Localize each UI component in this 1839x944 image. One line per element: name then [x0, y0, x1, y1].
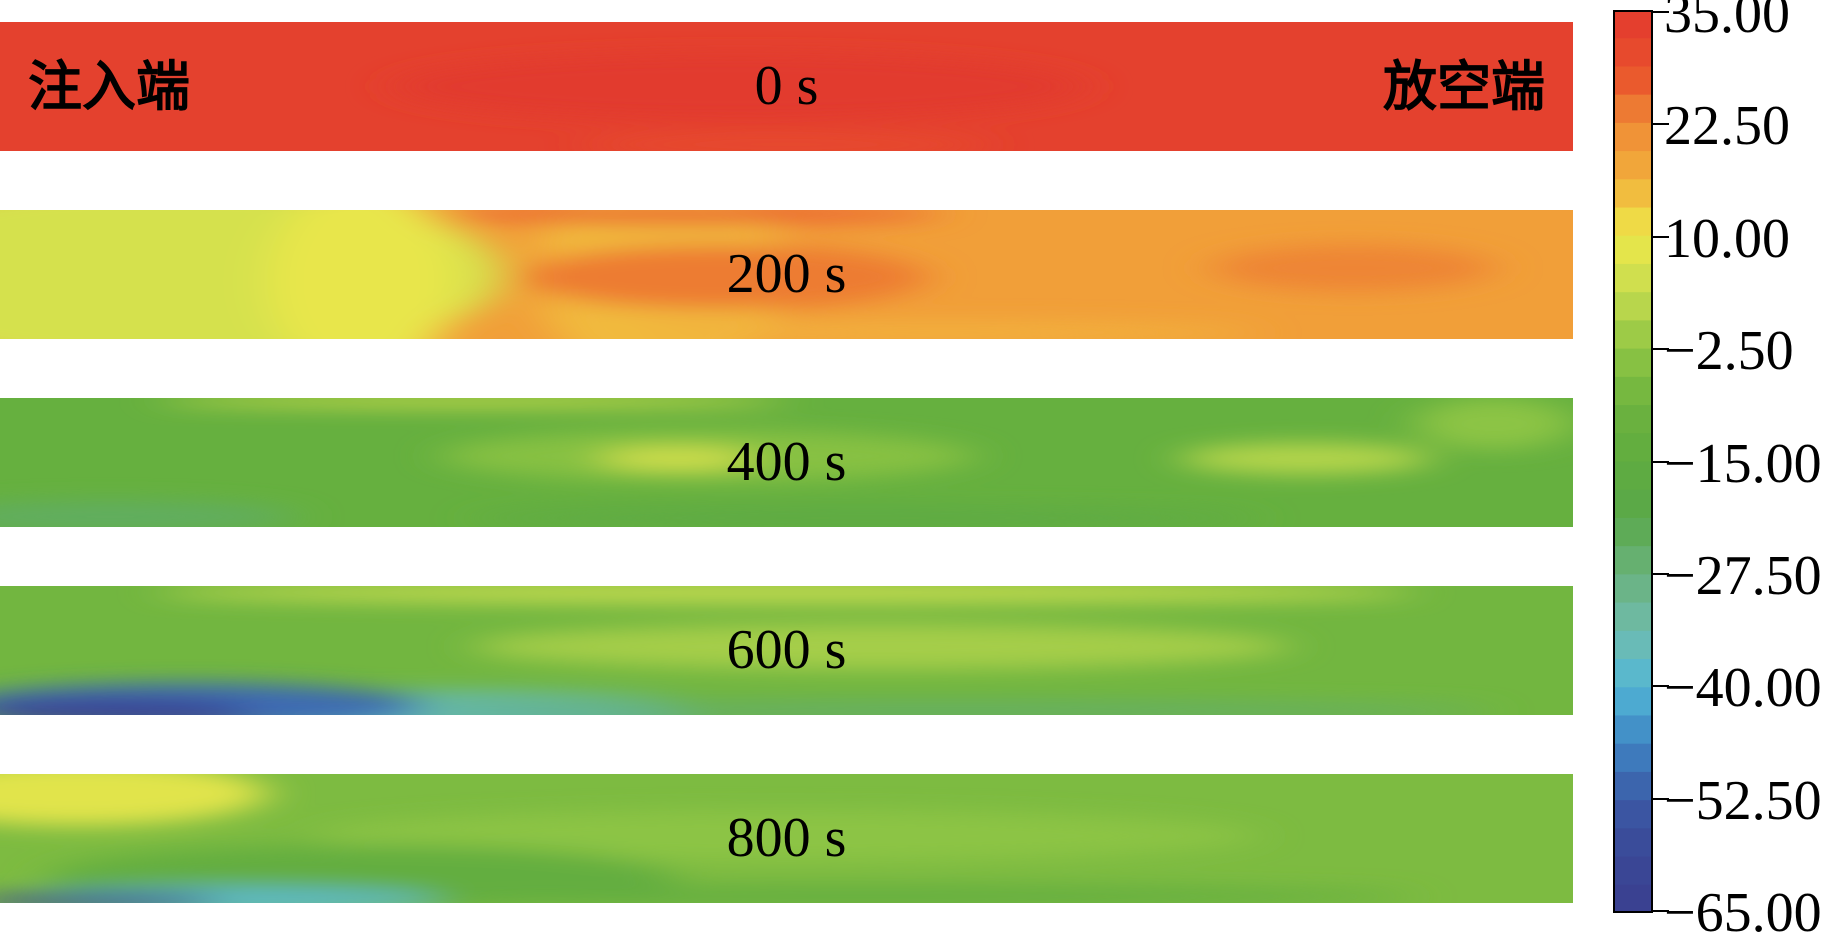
colorbar-step	[1613, 348, 1653, 378]
colorbar-step	[1613, 743, 1653, 773]
colorbar-tick-label: −27.50	[1664, 544, 1822, 607]
colorbar-step	[1613, 715, 1653, 745]
contour-region	[0, 774, 268, 826]
time-label: 400 s	[726, 431, 847, 493]
contour-panel: 800 s	[0, 774, 1573, 903]
colorbar-step	[1613, 884, 1653, 914]
contour-region	[1179, 443, 1432, 475]
colorbar-step	[1613, 94, 1653, 124]
colorbar-step	[1613, 179, 1653, 209]
contour-region	[582, 134, 991, 151]
contour-region	[157, 586, 1416, 603]
contour-panel: 200 s	[0, 210, 1573, 339]
colorbar-step	[1613, 461, 1653, 491]
colorbar	[1613, 10, 1653, 914]
colorbar-step	[1613, 10, 1653, 39]
contour-field	[0, 774, 1573, 903]
contour-field	[0, 398, 1573, 527]
contour-region	[267, 210, 457, 339]
time-label: 800 s	[726, 807, 847, 869]
contour-region	[0, 893, 221, 903]
contour-region	[314, 810, 1259, 862]
colorbar-step	[1613, 122, 1653, 152]
colorbar-tick	[1653, 348, 1669, 351]
colorbar-step	[1613, 574, 1653, 604]
colorbar-step	[1613, 433, 1653, 462]
contour-region	[519, 244, 929, 310]
contour-panel: 400 s	[0, 398, 1573, 527]
contour-region	[0, 698, 252, 715]
colorbar-step	[1613, 292, 1653, 321]
contour-region	[314, 886, 1416, 903]
colorbar-tick	[1653, 123, 1669, 126]
contour-region	[393, 52, 1086, 121]
colorbar-tick	[1653, 460, 1669, 463]
colorbar-step	[1613, 687, 1653, 716]
injection-end-label: 注入端	[28, 55, 190, 118]
colorbar-tick-label: −15.00	[1664, 432, 1822, 495]
contour-panel: 600 s	[0, 586, 1573, 715]
contour-region	[1415, 398, 1573, 450]
colorbar-step	[1613, 828, 1653, 858]
colorbar-step	[1613, 151, 1653, 180]
colorbar-step	[1613, 66, 1653, 96]
contour-region	[393, 702, 1495, 715]
colorbar-tick	[1653, 685, 1669, 688]
colorbar-tick	[1653, 910, 1669, 912]
colorbar-tick-label: 22.50	[1664, 95, 1790, 158]
colorbar-step	[1613, 771, 1653, 801]
contour-region	[472, 507, 1259, 527]
contour-region	[157, 398, 787, 406]
colorbar-step	[1613, 659, 1653, 688]
time-label: 200 s	[726, 243, 847, 305]
contour-panel: 0 s 注入端 放空端	[0, 22, 1573, 151]
colorbar-border	[1613, 10, 1653, 913]
colorbar-step	[1613, 207, 1653, 237]
colorbar-step	[1613, 263, 1653, 293]
colorbar-step	[1613, 235, 1653, 265]
colorbar-step	[1613, 602, 1653, 632]
colorbar-step	[1613, 38, 1653, 67]
contour-field	[0, 210, 1573, 339]
colorbar-step	[1613, 856, 1653, 886]
contour-field	[0, 586, 1573, 715]
time-label: 0 s	[754, 55, 819, 117]
vent-end-label: 放空端	[1383, 55, 1545, 118]
colorbar-step	[1613, 630, 1653, 660]
contour-region	[0, 501, 299, 527]
colorbar-step	[1613, 517, 1653, 547]
colorbar-tick-label: −40.00	[1664, 657, 1822, 720]
colorbar-step	[1613, 489, 1653, 519]
contour-region	[471, 623, 1290, 670]
colorbar-step	[1613, 800, 1653, 829]
colorbar-tick-label: 35.00	[1664, 0, 1790, 45]
contour-region	[629, 322, 1259, 339]
colorbar-step	[1613, 320, 1653, 350]
contour-region	[597, 448, 756, 469]
colorbar-tick	[1653, 797, 1669, 800]
contour-field	[0, 22, 1573, 151]
contour-region	[440, 210, 944, 225]
contour-region	[1211, 244, 1495, 292]
colorbar-tick-label: −2.50	[1664, 320, 1794, 383]
colorbar-tick-label: −65.00	[1664, 882, 1822, 944]
colorbar-step	[1613, 546, 1653, 575]
colorbar-tick	[1653, 11, 1669, 13]
colorbar-tick-label: −52.50	[1664, 769, 1822, 832]
colorbar-tick-label: 10.00	[1664, 207, 1790, 270]
colorbar-step	[1613, 376, 1653, 406]
colorbar-tick	[1653, 572, 1669, 575]
colorbar-gradient	[1613, 10, 1653, 914]
colorbar-tick	[1653, 235, 1669, 238]
time-label: 600 s	[726, 619, 847, 681]
colorbar-step	[1613, 405, 1653, 434]
